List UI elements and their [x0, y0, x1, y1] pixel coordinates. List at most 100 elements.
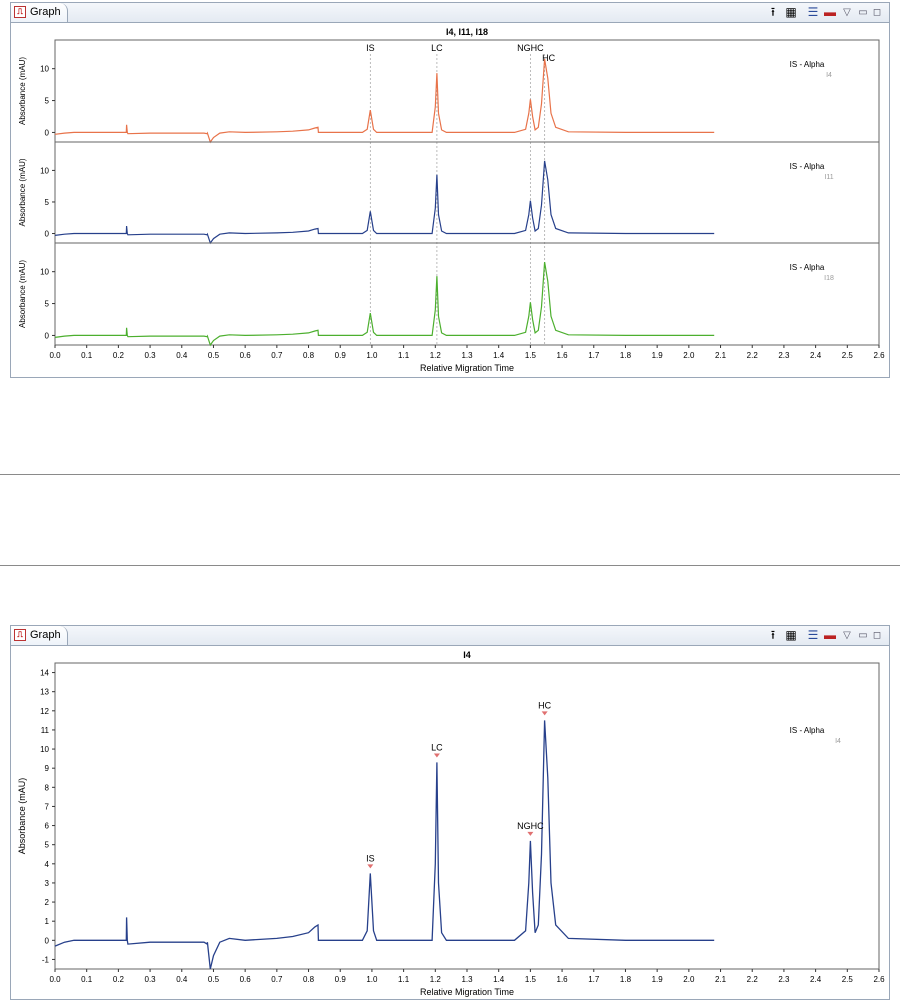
x-tick-label: 2.0 [683, 351, 695, 360]
x-tick-label: 2.4 [810, 351, 822, 360]
series-line-i4 [54, 59, 715, 144]
graph-panel-top: ⎍ Graph ⭱ ▦ ☰ ▬ ▽ ▭ ◻ I4, I11, I18 0.0 0.1 0.2 0.3… [10, 2, 890, 378]
x-tick-label: 0.1 [81, 351, 93, 360]
chart-icon: ⎍ [14, 629, 26, 641]
x-tick-label: 2.1 [715, 975, 727, 984]
single-chart: I4 0.0 0.1 0.2 0.3 0.4 0.5 0.6 0.7 0.8 0.9 1.0 1.1 1.… [17, 650, 885, 997]
peak-label: NGHC [517, 43, 544, 53]
x-tick-label: 0.5 [208, 975, 220, 984]
view-menu-icon[interactable]: ▽ [843, 630, 851, 641]
stacked-chart-area: I4, I11, I18 0.0 0.1 0.2 0.3 0.4 0.5 0.6 0.7 0.8 0… [11, 22, 889, 377]
chart-title: I4, I11, I18 [446, 27, 488, 37]
minimize-icon[interactable]: ▭ [858, 630, 868, 641]
peak-marker [367, 864, 374, 869]
x-tick-label: 1.3 [461, 351, 473, 360]
x-tick-label: 0.9 [335, 351, 347, 360]
y-tick-label: 9 [45, 764, 50, 773]
x-tick-label: 0.7 [271, 975, 283, 984]
peak-label: LC [431, 742, 443, 752]
legend-sample: I18 [824, 275, 834, 282]
x-tick-label: 1.9 [652, 975, 664, 984]
x-tick-label: 2.6 [873, 975, 885, 984]
x-tick-label: 2.6 [873, 351, 885, 360]
data-table-icon[interactable]: ▦ [785, 5, 797, 19]
y-tick-label: 10 [40, 166, 49, 175]
minimize-icon[interactable]: ▭ [858, 7, 868, 18]
y-tick-label: 10 [40, 268, 49, 277]
x-tick-label: 0.7 [271, 351, 283, 360]
y-tick-label: 0 [45, 230, 50, 239]
peak-marker [433, 753, 440, 758]
x-tick-label: 0.6 [240, 351, 252, 360]
x-tick-label: 1.8 [620, 975, 632, 984]
panel-toolbar: ⭱ ▦ ☰ ▬ ▽ ▭ ◻ [765, 627, 885, 644]
y-tick-label: 14 [40, 669, 49, 678]
x-tick-label: 0.8 [303, 351, 315, 360]
view-menu-icon[interactable]: ▽ [843, 7, 851, 18]
x-tick-label: 2.0 [683, 975, 695, 984]
data-table-icon[interactable]: ▦ [785, 628, 797, 642]
y-axis-label: Absorbance (mAU) [18, 57, 27, 125]
stacked-chart: I4, I11, I18 0.0 0.1 0.2 0.3 0.4 0.5 0.6 0.7 0.8 0… [18, 27, 885, 373]
legend-sample: I4 [826, 72, 832, 79]
x-tick-label: 1.0 [366, 975, 378, 984]
y-tick-label: 8 [45, 783, 50, 792]
x-tick-label: 1.9 [652, 351, 664, 360]
graph-tab[interactable]: ⎍ Graph [11, 626, 68, 645]
separator-line [0, 565, 900, 566]
y-tick-label: 5 [45, 841, 50, 850]
x-tick-label: 1.6 [557, 351, 569, 360]
y-axis-label: Absorbance (mAU) [17, 778, 27, 855]
legend-toggle-icon[interactable]: ☰ [807, 5, 819, 19]
legend-method: IS - Alpha [790, 726, 825, 735]
maximize-icon[interactable]: ◻ [872, 630, 882, 641]
graph-tab[interactable]: ⎍ Graph [11, 3, 68, 22]
plot-frame [54, 662, 880, 970]
y-tick-label: 6 [45, 822, 50, 831]
panel-tabbar: ⎍ Graph ⭱ ▦ ☰ ▬ ▽ ▭ ◻ [11, 626, 889, 646]
series-line-i11 [54, 160, 715, 245]
color-line-icon[interactable]: ▬ [824, 5, 836, 19]
y-tick-label: 7 [45, 802, 50, 811]
x-tick-label: 0.5 [208, 351, 220, 360]
peak-label: HC [538, 700, 551, 710]
maximize-icon[interactable]: ◻ [872, 7, 882, 18]
x-tick-label: 0.3 [145, 351, 157, 360]
x-tick-label: 1.2 [430, 975, 442, 984]
y-tick-label: -1 [42, 955, 50, 964]
legend-method: IS - Alpha [790, 263, 825, 272]
y-tick-label: 10 [40, 745, 49, 754]
x-tick-label: 0.8 [303, 975, 315, 984]
x-tick-label: 0.4 [176, 351, 188, 360]
chart-title: I4 [463, 650, 471, 660]
graph-panel-bottom: ⎍ Graph ⭱ ▦ ☰ ▬ ▽ ▭ ◻ I4 0.0 0.1 0.2 0.3 0.4 0.5 0.6 0… [10, 625, 890, 1000]
legend-toggle-icon[interactable]: ☰ [807, 628, 819, 642]
y-tick-label: 5 [45, 97, 50, 106]
x-tick-label: 0.2 [113, 975, 125, 984]
legend-method: IS - Alpha [790, 162, 825, 171]
plot-frame [54, 39, 880, 346]
peak-marker [541, 711, 548, 716]
export-icon[interactable]: ⭱ [770, 5, 776, 19]
y-tick-label: 4 [45, 860, 50, 869]
color-line-icon[interactable]: ▬ [824, 628, 836, 642]
x-tick-label: 1.5 [525, 351, 537, 360]
y-tick-label: 11 [41, 726, 50, 735]
series-line-i18 [54, 262, 715, 347]
x-tick-label: 0.9 [335, 975, 347, 984]
chart-icon: ⎍ [14, 6, 26, 18]
x-tick-label: 0.6 [240, 975, 252, 984]
export-icon[interactable]: ⭱ [770, 628, 776, 642]
graph-tab-label: Graph [30, 6, 61, 18]
x-tick-label: 1.3 [461, 975, 473, 984]
x-tick-label: 1.8 [620, 351, 632, 360]
x-axis-label: Relative Migration Time [420, 987, 514, 997]
legend-method: IS - Alpha [790, 60, 825, 69]
x-tick-label: 2.2 [747, 975, 759, 984]
x-tick-label: 2.5 [842, 351, 854, 360]
peak-label: NGHC [517, 821, 544, 831]
y-tick-label: 5 [45, 300, 50, 309]
y-tick-label: 0 [45, 331, 50, 340]
y-tick-label: 0 [45, 936, 50, 945]
x-tick-label: 2.3 [778, 975, 790, 984]
